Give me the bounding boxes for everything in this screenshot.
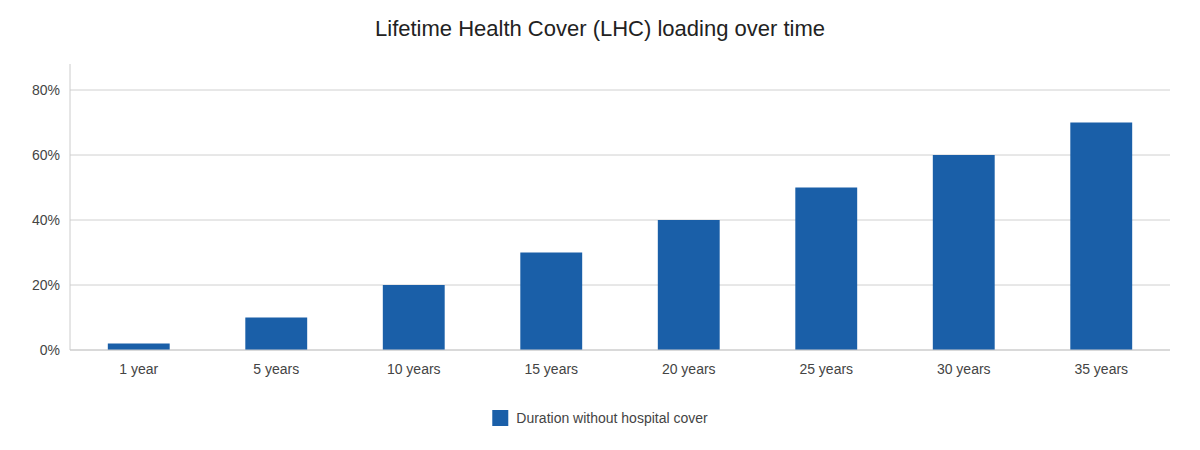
- grid-line: [70, 220, 1170, 221]
- x-tick-label: 20 years: [662, 361, 716, 377]
- legend-label: Duration without hospital cover: [516, 410, 708, 426]
- bar: [795, 188, 857, 351]
- grid-line: [70, 285, 1170, 286]
- title: Lifetime Health Cover (LHC) loading over…: [375, 16, 825, 41]
- x-tick-label: 35 years: [1074, 361, 1128, 377]
- y-axis-line: [70, 64, 71, 350]
- y-tick-label: 60%: [32, 147, 60, 163]
- page: {"chart_data": {"type": "bar", "title": …: [0, 0, 1200, 450]
- grid-line: [70, 90, 1170, 91]
- y-tick-label: 40%: [32, 212, 60, 228]
- bars: [108, 123, 1132, 351]
- x-tick-label: 5 years: [253, 361, 299, 377]
- y-tick-label: 0%: [40, 342, 60, 358]
- x-axis-line: [70, 350, 1170, 351]
- x-tick-label: 25 years: [799, 361, 853, 377]
- y-tick-label: 20%: [32, 277, 60, 293]
- bar: [108, 344, 170, 351]
- x-axis: 1 year 5 years 10 years 15 years 20 years 25 …: [70, 350, 1170, 377]
- bar: [520, 253, 582, 351]
- y-axis: 0% 20% 40% 60% 80%: [32, 64, 70, 358]
- bar: [933, 155, 995, 350]
- y-tick-label: 80%: [32, 82, 60, 98]
- legend-swatch: [492, 410, 508, 426]
- x-tick-label: 15 years: [524, 361, 578, 377]
- grid-line: [70, 350, 1170, 351]
- bar: [1070, 123, 1132, 351]
- bar: [658, 220, 720, 350]
- x-tick-label: 1 year: [119, 361, 158, 377]
- x-tick-label: 30 years: [937, 361, 991, 377]
- bar: [245, 318, 307, 351]
- chart-container: Lifetime Health Cover (LHC) loading over…: [0, 0, 1200, 450]
- grid: [70, 90, 1170, 350]
- chart-svg: Lifetime Health Cover (LHC) loading over…: [0, 0, 1200, 450]
- legend: Duration without hospital cover: [492, 410, 708, 426]
- bar: [383, 285, 445, 350]
- x-tick-label: 10 years: [387, 361, 441, 377]
- grid-line: [70, 155, 1170, 156]
